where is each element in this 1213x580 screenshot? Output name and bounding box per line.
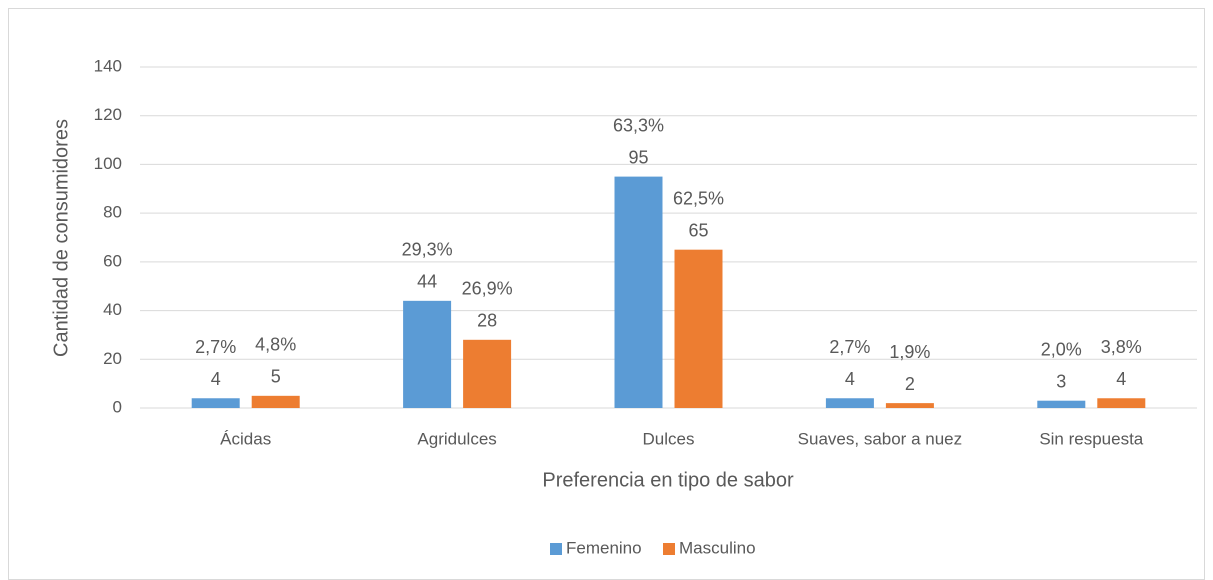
x-axis-title: Preferencia en tipo de sabor xyxy=(542,469,794,491)
data-label: 4 xyxy=(845,369,855,389)
percent-label: 62,5% xyxy=(673,188,724,208)
percent-label: 63,3% xyxy=(613,115,664,135)
bar xyxy=(463,339,512,408)
y-tick-label: 120 xyxy=(94,105,122,124)
data-label: 3 xyxy=(1056,371,1066,391)
percent-label: 2,7% xyxy=(195,337,236,357)
bar xyxy=(1097,398,1146,408)
legend-swatch xyxy=(663,543,675,555)
data-label: 95 xyxy=(628,147,648,167)
data-label: 2 xyxy=(905,374,915,394)
bar xyxy=(1037,400,1086,408)
percent-label: 2,0% xyxy=(1041,339,1082,359)
bar xyxy=(191,398,240,408)
percent-label: 3,8% xyxy=(1101,337,1142,357)
data-label: 28 xyxy=(477,311,497,331)
x-tick-label: Sin respuesta xyxy=(1039,429,1143,448)
data-label: 4 xyxy=(1116,369,1126,389)
y-tick-label: 80 xyxy=(103,203,122,222)
y-tick-label: 60 xyxy=(103,251,122,270)
x-tick-label: Dulces xyxy=(643,429,695,448)
percent-label: 26,9% xyxy=(462,279,513,299)
percent-label: 29,3% xyxy=(402,240,453,260)
bar xyxy=(251,395,300,408)
x-tick-label: Ácidas xyxy=(220,429,271,448)
x-tick-label: Agridulces xyxy=(417,429,496,448)
percent-label: 2,7% xyxy=(829,337,870,357)
y-tick-label: 100 xyxy=(94,154,122,173)
data-label: 44 xyxy=(417,272,437,292)
y-tick-label: 20 xyxy=(103,349,122,368)
percent-label: 1,9% xyxy=(889,342,930,362)
y-tick-label: 0 xyxy=(113,397,122,416)
x-tick-label: Suaves, sabor a nuez xyxy=(798,429,962,448)
y-tick-label: 140 xyxy=(94,56,122,75)
bar xyxy=(403,300,452,408)
legend-label: Femenino xyxy=(566,538,642,557)
data-label: 4 xyxy=(211,369,221,389)
chart-border xyxy=(8,8,1205,580)
data-label: 65 xyxy=(688,220,708,240)
bar xyxy=(825,398,874,408)
bar xyxy=(885,403,934,408)
data-label: 5 xyxy=(271,367,281,387)
bar xyxy=(614,176,663,408)
percent-label: 4,8% xyxy=(255,335,296,355)
bar xyxy=(674,249,723,408)
y-axis-title: Cantidad de consumidores xyxy=(50,119,72,357)
y-tick-label: 40 xyxy=(103,300,122,319)
legend-label: Masculino xyxy=(679,538,756,557)
legend-swatch xyxy=(550,543,562,555)
